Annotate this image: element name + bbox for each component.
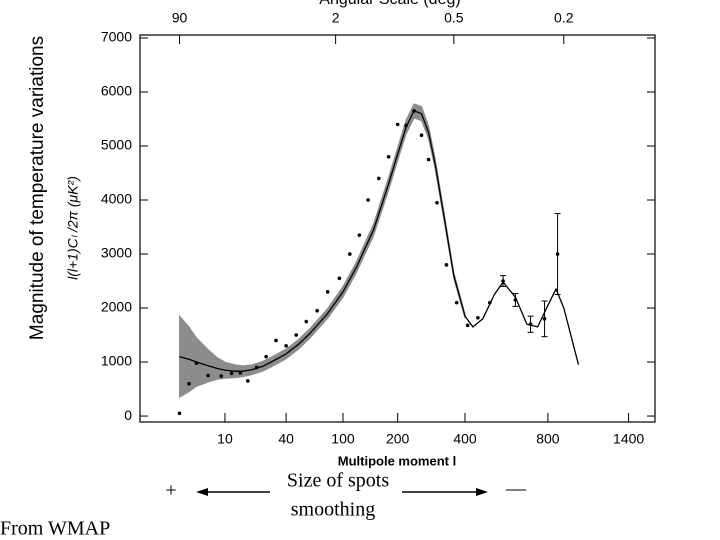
y-label: l(l+1)Cₗ /2π (μK²): [65, 176, 81, 280]
y-tick-label: 4000: [101, 191, 132, 207]
y-tick-label: 5000: [101, 137, 132, 153]
x2-tick-label: 90: [172, 10, 188, 26]
data-point: [555, 252, 560, 256]
data-point: [386, 154, 391, 159]
data-point: [348, 252, 352, 256]
y-tick-label: 7000: [101, 29, 132, 45]
data-point: [357, 233, 362, 237]
x2-tick-label: 0.5: [444, 10, 464, 26]
x2-tick-label: 0.2: [554, 10, 574, 26]
y-tick-label: 0: [124, 407, 132, 423]
data-point: [187, 381, 191, 386]
x-tick-label: 40: [278, 431, 294, 447]
y-tick-label: 6000: [101, 83, 132, 99]
annotation-minus: —: [505, 478, 527, 500]
data-point: [264, 354, 268, 359]
y-label-outer: Magnitude of temperature variations: [27, 36, 48, 340]
y-tick-label: 2000: [101, 299, 132, 315]
model-line: [179, 110, 580, 372]
data-point: [274, 338, 278, 343]
data-point: [377, 176, 381, 181]
data-point: [435, 200, 439, 205]
data-point: [454, 300, 459, 305]
data-point: [426, 157, 431, 162]
data-point: [528, 322, 533, 327]
data-point: [476, 315, 480, 320]
x-label: Multipole moment l: [338, 453, 456, 468]
y-tick-label: 3000: [101, 245, 132, 261]
data-point: [254, 365, 259, 370]
data-point: [304, 319, 309, 324]
data-point: [501, 279, 505, 283]
y-tick-label: 1000: [101, 353, 132, 369]
x-tick-label: 1400: [613, 431, 644, 447]
annotation-spots: Size of spots: [287, 470, 389, 492]
data-point: [177, 411, 182, 416]
data-point: [419, 133, 424, 137]
source-note: From WMAP: [0, 518, 110, 540]
data-point: [513, 298, 518, 302]
x-tick-label: 800: [536, 431, 560, 447]
data-point: [366, 198, 370, 202]
x-tick-label: 400: [453, 431, 477, 447]
data-point: [294, 333, 299, 337]
top-axis-title: Angular Scale (deg): [319, 0, 460, 8]
x-tick-label: 200: [386, 431, 410, 447]
data-point: [412, 109, 416, 113]
data-point: [194, 361, 199, 365]
data-point: [206, 373, 210, 378]
data-point: [229, 371, 234, 376]
x-tick-label: 100: [331, 431, 355, 447]
x2-tick-label: 2: [332, 10, 340, 26]
data-point: [444, 263, 449, 267]
x-tick-label: 10: [217, 431, 233, 447]
arrow-head: [476, 488, 488, 496]
annotation-plus: +: [165, 480, 176, 502]
model-band: [179, 103, 466, 399]
data-point: [238, 371, 243, 375]
annotation-smoothing: smoothing: [291, 499, 375, 521]
data-point: [465, 323, 470, 328]
arrow-head: [196, 488, 208, 496]
data-point: [404, 123, 408, 128]
data-point: [325, 290, 330, 294]
data-point: [488, 300, 492, 305]
data-point: [542, 317, 547, 321]
data-point: [246, 379, 250, 383]
data-point: [315, 308, 319, 313]
data-point: [395, 122, 400, 127]
data-point: [284, 344, 288, 348]
data-point: [337, 276, 342, 281]
data-point: [219, 374, 224, 378]
